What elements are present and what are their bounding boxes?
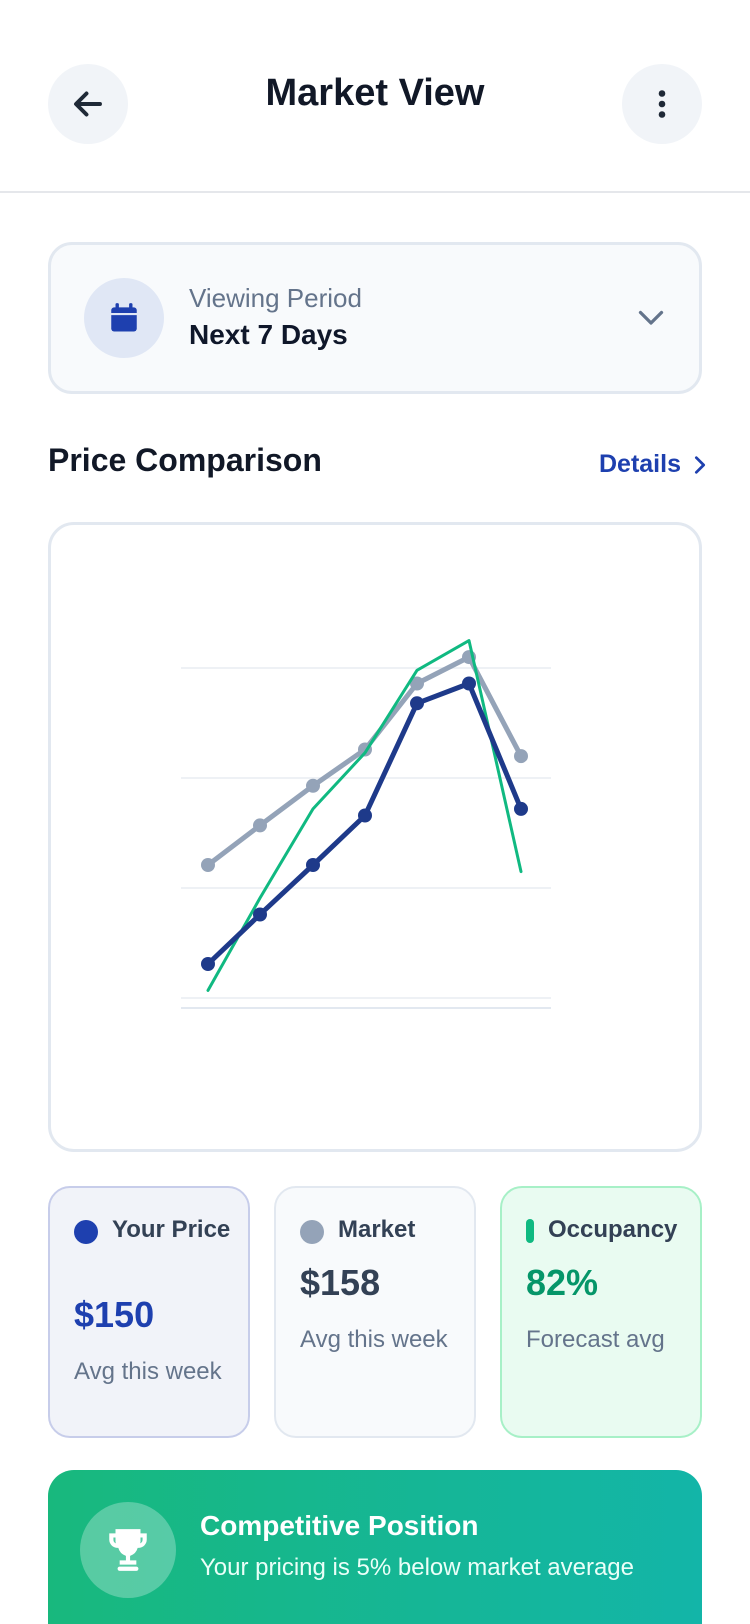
details-label: Details bbox=[599, 450, 681, 478]
details-link[interactable]: Details bbox=[599, 450, 711, 479]
stat-sub: Avg this week bbox=[74, 1358, 222, 1385]
chart-line-occupancy bbox=[206, 639, 523, 992]
period-label: Viewing Period bbox=[189, 283, 362, 313]
chart-point-market bbox=[201, 858, 215, 872]
chart-point-your_price bbox=[462, 676, 476, 691]
chart-point-your_price bbox=[514, 801, 528, 816]
stat-card-market: Market $158 Avg this week bbox=[274, 1186, 476, 1438]
stat-card-occupancy: Occupancy 82% Forecast avg bbox=[500, 1186, 702, 1438]
stat-label: Your Price bbox=[112, 1216, 231, 1243]
occupancy-legend-bar bbox=[526, 1219, 534, 1243]
price-comparison-chart bbox=[48, 522, 702, 1152]
stat-label: Market bbox=[338, 1216, 416, 1243]
stat-sub: Forecast avg bbox=[526, 1326, 665, 1353]
viewing-period-selector[interactable]: Viewing Period Next 7 Days bbox=[48, 242, 702, 394]
app-header: Market View bbox=[0, 0, 750, 193]
stat-card-your-price: Your Price $150 Avg this week bbox=[48, 1186, 250, 1438]
chart-point-your_price bbox=[306, 858, 320, 872]
chart-point-your_price bbox=[410, 696, 424, 711]
more-options-button[interactable] bbox=[622, 64, 702, 144]
trophy-icon-badge bbox=[80, 1502, 176, 1598]
competitive-position-banner: Competitive Position Your pricing is 5% … bbox=[48, 1470, 702, 1624]
chart-point-your_price bbox=[201, 957, 215, 971]
chart-point-market bbox=[306, 778, 320, 793]
chart-point-market bbox=[253, 818, 267, 833]
arrow-left-icon bbox=[74, 91, 102, 117]
back-button[interactable] bbox=[48, 64, 128, 144]
chart-svg bbox=[181, 639, 551, 1009]
chart-point-your_price bbox=[358, 808, 372, 823]
chart-point-market bbox=[514, 749, 528, 764]
chart-point-market bbox=[410, 676, 424, 691]
stat-value: 82% bbox=[526, 1262, 599, 1303]
stat-value: $150 bbox=[74, 1294, 155, 1335]
your-price-legend-dot bbox=[74, 1220, 98, 1244]
banner-subtitle: Your pricing is 5% below market average bbox=[200, 1554, 635, 1581]
market-legend-dot bbox=[300, 1220, 324, 1244]
stat-value: $158 bbox=[300, 1262, 381, 1303]
trophy-icon bbox=[109, 1529, 147, 1571]
more-vertical-icon bbox=[658, 90, 666, 118]
section-title: Price Comparison bbox=[48, 442, 322, 478]
chevron-down-icon bbox=[638, 310, 664, 325]
banner-title: Competitive Position bbox=[200, 1510, 479, 1541]
calendar-icon bbox=[111, 303, 137, 332]
page-title: Market View bbox=[265, 72, 485, 114]
chart-point-your_price bbox=[253, 907, 267, 922]
stat-label: Occupancy bbox=[548, 1216, 678, 1243]
stat-sub: Avg this week bbox=[300, 1326, 448, 1353]
chevron-right-icon bbox=[694, 455, 706, 474]
calendar-icon-badge bbox=[84, 278, 164, 358]
period-value: Next 7 Days bbox=[189, 319, 348, 350]
